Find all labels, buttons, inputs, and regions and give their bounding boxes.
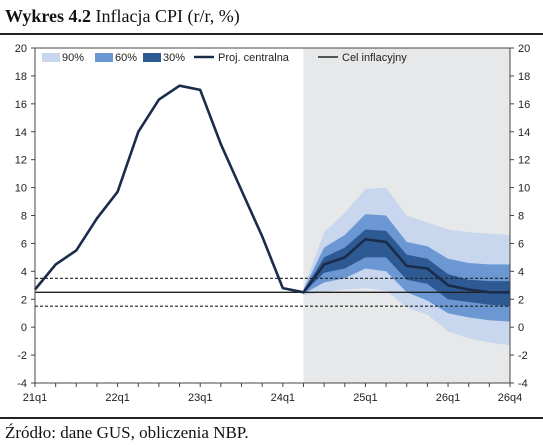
legend-label: 60%	[115, 52, 137, 64]
central-projection-line	[33, 84, 510, 294]
chart-title-text: Inflacja CPI (r/r, %)	[95, 6, 240, 26]
y-tick-label-right: -4	[518, 378, 528, 390]
y-tick-label-left: -4	[17, 378, 27, 390]
legend-label: Cel inflacyjny	[342, 52, 407, 64]
legend-swatch-60	[95, 53, 113, 62]
y-tick-label-left: 2	[21, 294, 27, 306]
chart-title: Wykres 4.2 Inflacja CPI (r/r, %)	[5, 6, 240, 27]
x-tick-label: 25q1	[353, 392, 377, 404]
y-tick-label-right: 2	[518, 294, 524, 306]
x-tick-label: 23q1	[188, 392, 212, 404]
y-tick-label-right: 4	[518, 266, 524, 278]
cpi-fan-chart: -4 -4 -2 -2 0 0 2 2 4 4 6 6 8 8 10 10 12 12 14 14 16 16 18 18 20…	[15, 43, 531, 404]
x-tick-label: 21q1	[23, 392, 47, 404]
y-tick-label-right: 0	[518, 322, 524, 334]
bottom-rule	[0, 417, 543, 419]
y-tick-label-right: -2	[518, 350, 528, 362]
y-tick-label-right: 6	[518, 238, 524, 250]
y-tick-label-right: 20	[518, 43, 530, 55]
y-tick-label-left: -2	[17, 350, 27, 362]
legend-swatch-30	[143, 53, 161, 62]
x-tick-label: 22q1	[105, 392, 129, 404]
x-tick-label: 26q4	[498, 392, 522, 404]
y-tick-label-left: 18	[15, 71, 27, 83]
y-tick-label-left: 16	[15, 99, 27, 111]
y-tick-label-left: 12	[15, 155, 27, 167]
legend-label: 90%	[62, 52, 84, 64]
y-tick-label-right: 14	[518, 127, 530, 139]
y-tick-label-left: 20	[15, 43, 27, 55]
y-tick-label-left: 14	[15, 127, 27, 139]
x-tick-label: 24q1	[271, 392, 295, 404]
y-tick-label-right: 16	[518, 99, 530, 111]
legend-label: Proj. centralna	[218, 52, 290, 64]
y-tick-label-right: 18	[518, 71, 530, 83]
y-tick-label-right: 8	[518, 211, 524, 223]
y-tick-label-left: 8	[21, 211, 27, 223]
source-note: Źródło: dane GUS, obliczenia NBP.	[5, 423, 249, 442]
y-tick-label-left: 10	[15, 183, 27, 195]
legend-swatch-90	[42, 53, 60, 62]
y-tick-label-left: 4	[21, 266, 27, 278]
y-tick-label-left: 6	[21, 238, 27, 250]
x-tick-label: 26q1	[436, 392, 460, 404]
y-tick-label-right: 10	[518, 183, 530, 195]
legend-label: 30%	[163, 52, 185, 64]
y-tick-label-left: 0	[21, 322, 27, 334]
top-rule	[0, 33, 543, 35]
chart-number-label: Wykres 4.2	[5, 6, 92, 26]
y-tick-label-right: 12	[518, 155, 530, 167]
